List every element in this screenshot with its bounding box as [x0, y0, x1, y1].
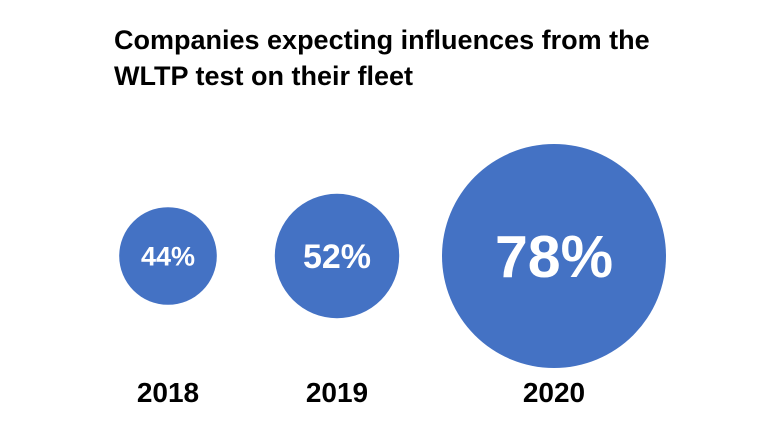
bubble-value-label-2019: 52%	[303, 238, 371, 276]
bubble-group-2020: 78% 2020	[442, 144, 666, 408]
bubble-2018	[119, 207, 217, 305]
chart-title: Companies expecting influences from the …	[114, 25, 650, 91]
category-label-2018: 2018	[137, 377, 199, 408]
bubble-2019	[274, 193, 400, 319]
bubble-value-label-2018: 44%	[141, 242, 195, 272]
bubble-group-2019: 52% 2019	[274, 193, 400, 408]
category-label-2019: 2019	[306, 377, 368, 408]
bubble-group-2018: 44% 2018	[119, 207, 217, 408]
bubble-2020	[442, 144, 666, 368]
category-label-2020: 2020	[523, 377, 585, 408]
bubble-value-label-2020: 78%	[495, 224, 613, 290]
